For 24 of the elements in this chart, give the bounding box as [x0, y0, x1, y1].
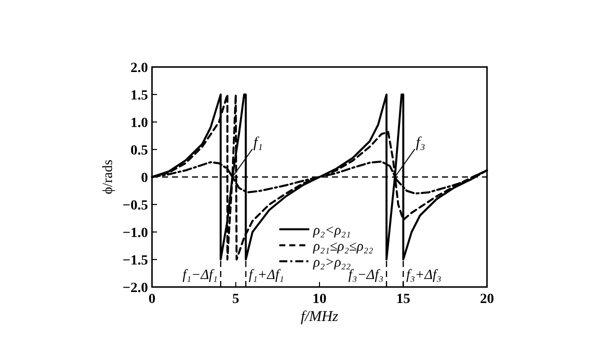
legend-label: ρ₂>ρ₂₂: [312, 255, 351, 270]
annotation: f₃: [416, 135, 426, 151]
y-tick-label: 0.5: [130, 144, 148, 158]
y-axis-title: ϕ/rads: [101, 160, 116, 194]
ref-line-label: f₃+Δf₃: [406, 268, 442, 283]
x-axis-title: f/MHz: [300, 309, 338, 325]
y-tick-label: 1.0: [130, 116, 148, 131]
legend-label: ρ₂<ρ₂₁: [312, 223, 351, 238]
y-tick-label: −1.5: [122, 254, 148, 268]
x-tick-label: 20: [480, 292, 494, 307]
y-tick-label: 0: [141, 171, 148, 186]
y-tick-label: −0.5: [122, 198, 148, 214]
annotation: f₁: [253, 135, 263, 151]
ref-line-label: f₁−Δf₁: [182, 268, 218, 283]
y-tick-label: −1.0: [122, 226, 148, 241]
y-tick-label: 1.5: [130, 88, 148, 104]
legend-label: ρ₂₁≤ρ₂≤ρ₂₂: [312, 239, 374, 254]
x-tick-label: 15: [396, 292, 410, 307]
ref-line-label: f₁+Δf₁: [248, 268, 284, 283]
y-tick-label: 2.0: [130, 61, 148, 76]
y-tick-label: −2.0: [122, 281, 148, 296]
x-tick-label: 5: [232, 292, 240, 307]
x-tick-label: 10: [312, 292, 326, 307]
ref-line-label: f₃−Δf₃: [348, 268, 384, 283]
